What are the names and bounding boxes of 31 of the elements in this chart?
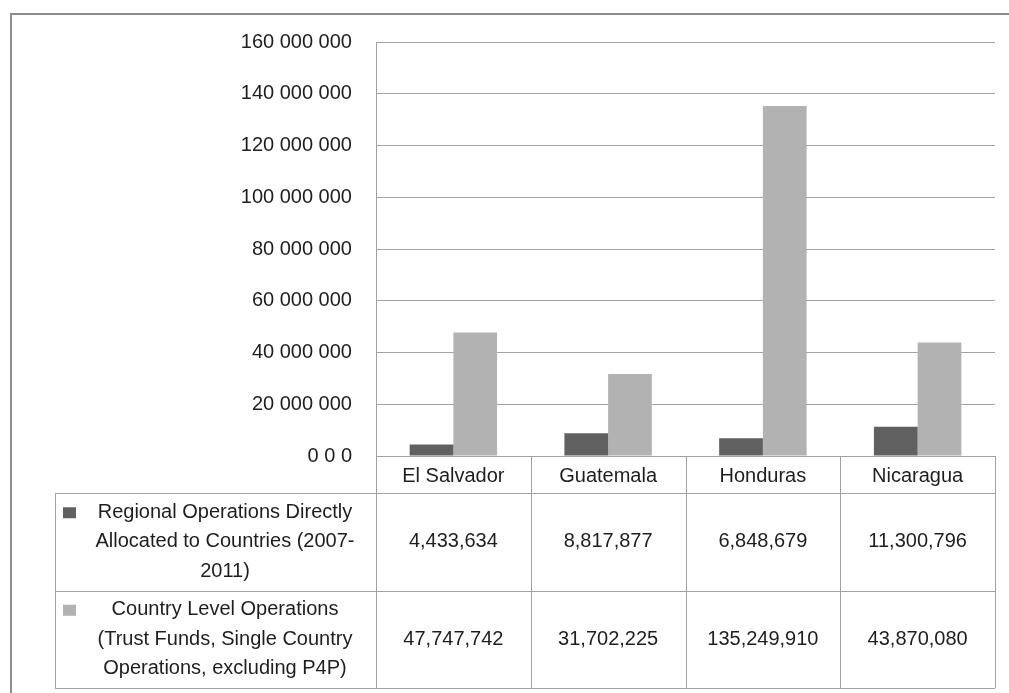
bar: [762, 106, 807, 456]
y-tick-label: 140 000 000: [240, 81, 352, 104]
data-label: 43,870,080: [867, 626, 968, 649]
bar: [873, 426, 918, 456]
bar: [608, 373, 652, 456]
bar: [917, 342, 962, 456]
data-label: 47,747,742: [403, 626, 504, 649]
x-tick-label: Honduras: [719, 463, 807, 486]
data-label: 11,300,796: [868, 529, 967, 552]
data-label: 4,433,634: [408, 529, 498, 552]
data-label: 8,817,877: [563, 529, 653, 552]
y-tick-label: 40 000 000: [251, 340, 352, 363]
x-tick-label: Nicaragua: [872, 463, 965, 486]
x-tick-label: Guatemala: [559, 463, 658, 486]
bar: [564, 433, 609, 456]
y-tick-label: 80 000 000: [251, 236, 352, 259]
data-label: 31,702,225: [558, 626, 659, 649]
legend-label: Regional Operations Directly Allocated to Countries (2007-2011): [95, 499, 355, 581]
bar: [453, 332, 498, 456]
y-tick-label: 20 000 000: [251, 391, 352, 414]
data-label: 135,249,910: [707, 626, 819, 649]
x-tick-label: El Salvador: [402, 463, 505, 486]
bar: [409, 444, 454, 456]
y-tick-label: 0 0 0: [307, 443, 352, 466]
data-label: 6,848,679: [718, 529, 808, 552]
y-tick-label: 160 000 000: [240, 29, 352, 52]
legend-label: Country Level Operations (Trust Funds, Single Country Operations, excluding P4P): [97, 597, 353, 679]
y-tick-label: 60 000 000: [251, 288, 352, 311]
y-tick-label: 120 000 000: [240, 133, 352, 156]
y-tick-label: 100 000 000: [240, 184, 352, 207]
bar: [719, 438, 763, 456]
